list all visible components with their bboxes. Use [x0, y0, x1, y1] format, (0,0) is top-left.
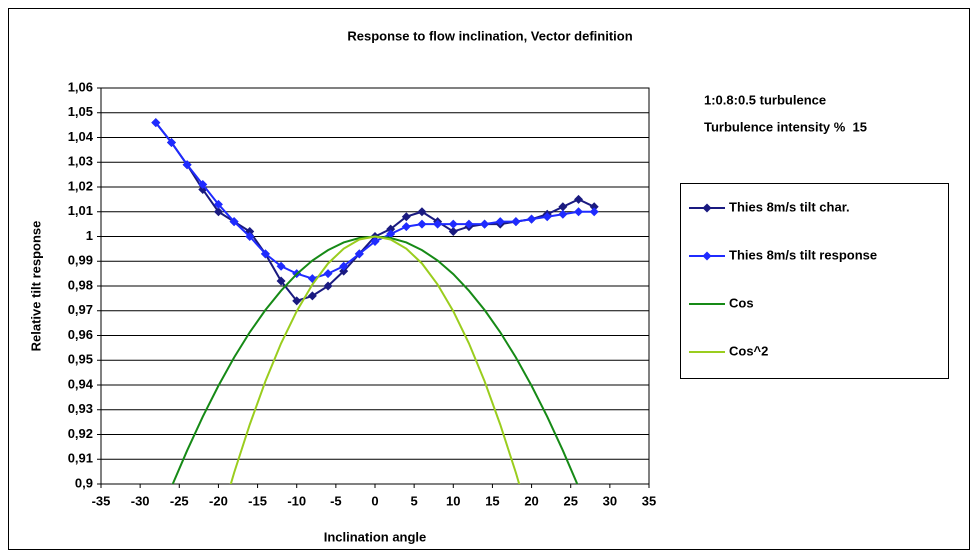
legend-marker: [702, 251, 712, 261]
data-point: [229, 217, 239, 227]
data-point: [401, 212, 411, 222]
x-tick-label: 25: [563, 493, 577, 508]
x-tick-label: -30: [131, 493, 150, 508]
x-tick-label: 35: [642, 493, 656, 508]
y-tick-label: 0,91: [68, 451, 93, 466]
annotation: Turbulence intensity % 15: [704, 119, 867, 134]
y-tick-label: 0,97: [68, 302, 93, 317]
x-tick-label: -10: [287, 493, 306, 508]
data-point: [260, 249, 270, 259]
data-point: [386, 224, 396, 234]
legend-marker: [702, 203, 712, 213]
data-point: [574, 207, 584, 217]
data-point: [370, 236, 380, 246]
y-tick-label: 0,95: [68, 352, 93, 367]
x-tick-label: 10: [446, 493, 460, 508]
y-tick-label: 1: [86, 228, 93, 243]
data-point: [213, 207, 223, 217]
data-point: [245, 232, 255, 241]
data-point: [276, 261, 286, 271]
data-point: [589, 207, 599, 217]
x-tick-label: 15: [485, 493, 499, 508]
chart-title: Response to flow inclination, Vector def…: [347, 28, 632, 43]
data-point: [354, 249, 364, 259]
data-point: [495, 217, 505, 227]
data-point: [198, 180, 208, 190]
data-point: [213, 199, 223, 209]
x-tick-label: 20: [524, 493, 538, 508]
y-tick-label: 1,04: [68, 129, 94, 144]
y-axis-label: Relative tilt response: [28, 221, 43, 352]
data-point: [448, 227, 458, 237]
data-point: [511, 217, 521, 227]
data-point: [292, 296, 302, 306]
y-tick-label: 0,93: [68, 401, 93, 416]
data-point: [527, 214, 537, 224]
annotation: 1:0.8:0.5 turbulence: [704, 92, 826, 107]
y-tick-label: 0,94: [68, 376, 94, 391]
y-tick-label: 1,01: [68, 203, 93, 218]
data-point: [589, 202, 599, 212]
x-tick-label: 5: [411, 493, 418, 508]
legend-label: Cos^2: [729, 343, 768, 358]
y-tick-label: 1,05: [68, 104, 93, 119]
x-tick-label: -5: [330, 493, 342, 508]
data-point: [339, 261, 349, 271]
data-point: [323, 269, 333, 279]
y-tick-label: 1,02: [68, 178, 93, 193]
legend-label: Thies 8m/s tilt char.: [729, 199, 850, 214]
x-tick-label: 0: [371, 493, 378, 508]
data-point: [182, 160, 192, 170]
data-point: [307, 291, 317, 301]
y-tick-label: 0,9: [75, 475, 93, 490]
series-line: [229, 235, 521, 484]
y-tick-label: 1,06: [68, 79, 93, 94]
x-axis-label: Inclination angle: [324, 529, 427, 544]
legend-label: Cos: [729, 295, 754, 310]
data-point: [574, 194, 584, 204]
data-point: [433, 219, 443, 229]
data-point: [448, 219, 458, 229]
data-point: [276, 276, 286, 286]
legend-box: [680, 183, 949, 379]
x-tick-label: -15: [248, 493, 267, 508]
data-point: [151, 118, 161, 128]
x-tick-label: 30: [603, 493, 617, 508]
data-point: [417, 207, 427, 217]
data-point: [386, 229, 396, 239]
data-point: [339, 266, 349, 276]
data-point: [542, 212, 552, 222]
data-point: [323, 281, 333, 291]
data-point: [558, 209, 568, 219]
x-tick-label: -35: [92, 493, 111, 508]
data-point: [417, 219, 427, 229]
data-point: [464, 219, 474, 229]
data-point: [166, 137, 176, 147]
y-tick-label: 0,99: [68, 253, 93, 268]
legend-label: Thies 8m/s tilt response: [729, 247, 877, 262]
data-point: [480, 219, 490, 229]
y-tick-label: 0,96: [68, 327, 93, 342]
y-tick-label: 1,03: [68, 154, 93, 169]
x-tick-label: -20: [209, 493, 228, 508]
y-tick-label: 0,92: [68, 426, 93, 441]
data-point: [401, 222, 411, 232]
data-point: [558, 202, 568, 212]
y-tick-label: 0,98: [68, 277, 93, 292]
x-tick-label: -25: [170, 493, 189, 508]
plot-series: [151, 118, 599, 484]
